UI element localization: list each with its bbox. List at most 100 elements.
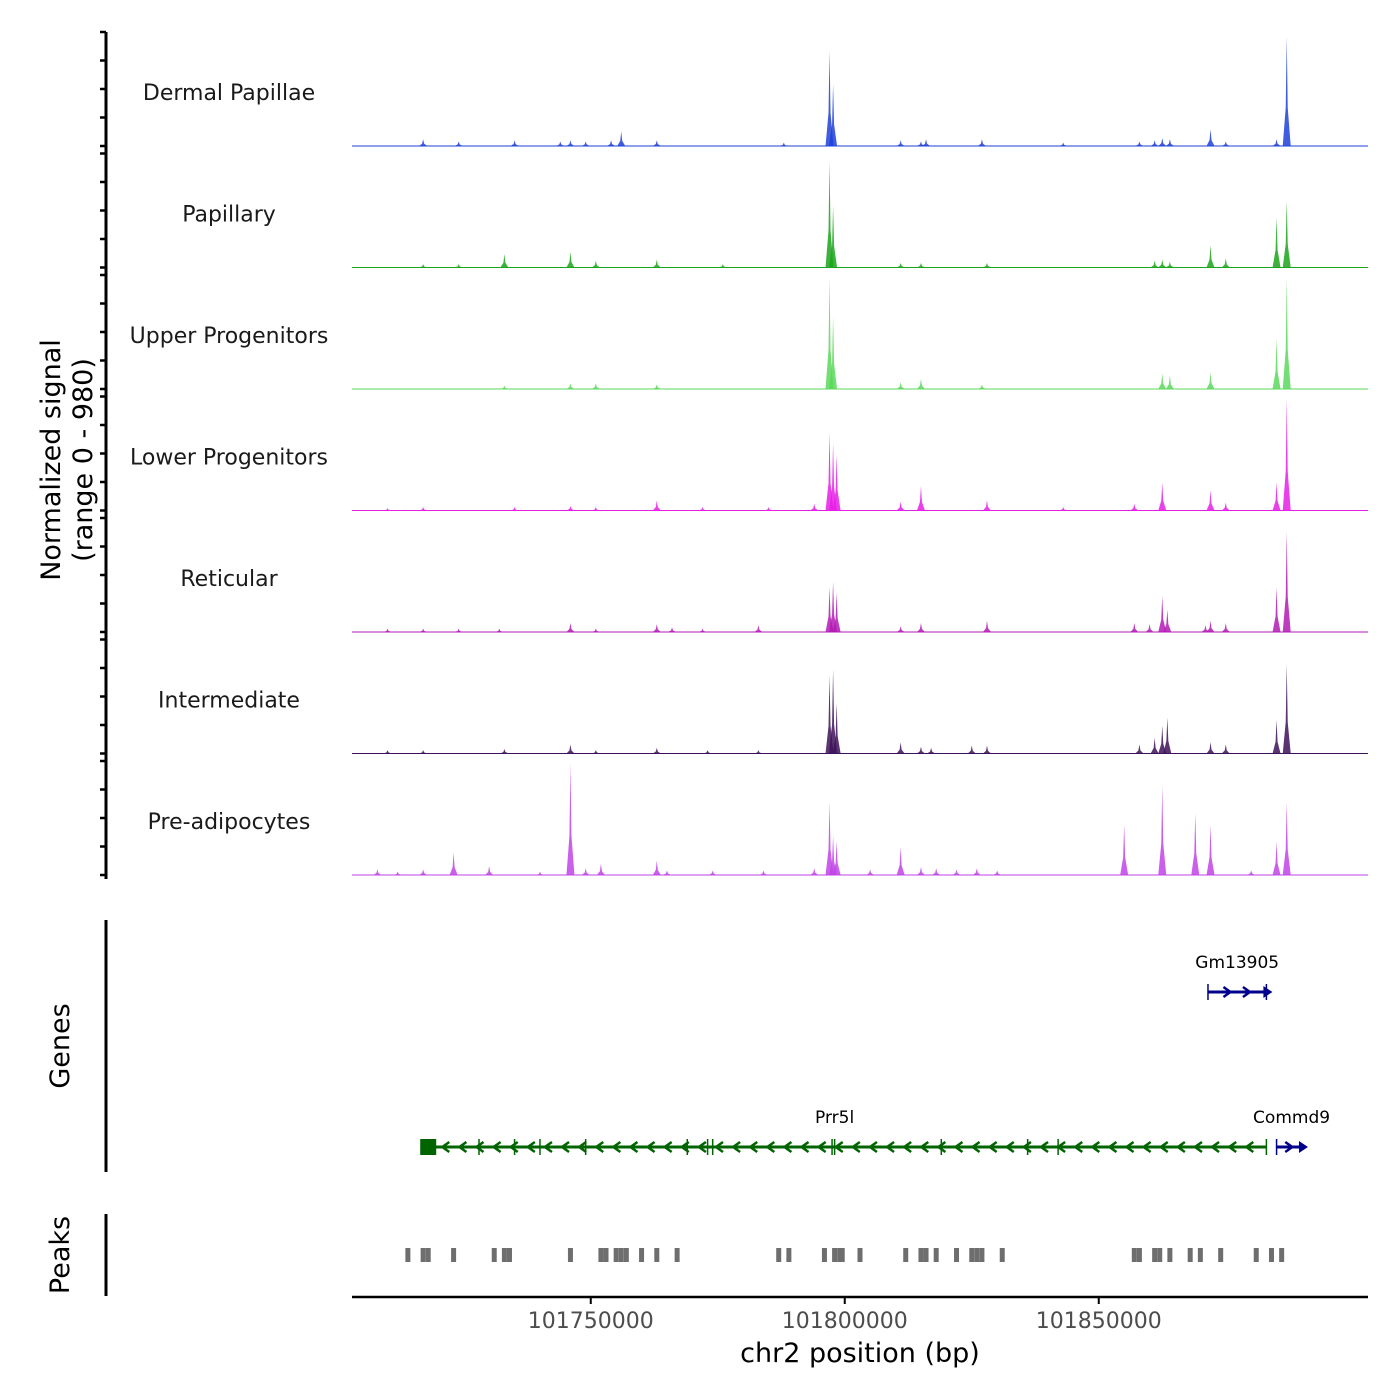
signal-peak	[896, 626, 905, 632]
strand-arrow	[867, 1140, 878, 1154]
peak-region	[821, 1248, 827, 1262]
y-axis-label-line: (range 0 - 980)	[68, 358, 99, 562]
peak-region	[776, 1248, 782, 1262]
signal-peak	[932, 868, 941, 875]
signal-peak	[510, 140, 519, 146]
signal-peak	[454, 141, 463, 146]
strand-arrow	[440, 1140, 451, 1154]
strand-arrow	[611, 1140, 622, 1154]
strand-arrow	[919, 1140, 930, 1154]
signal-peak	[617, 131, 626, 146]
signal-peak	[916, 867, 925, 875]
signal-peak	[419, 750, 428, 754]
track-label: Papillary	[182, 203, 276, 228]
strand-arrow	[696, 1140, 707, 1154]
signal-peak	[1206, 490, 1215, 511]
signal-peak	[825, 161, 834, 268]
signal-peak	[1206, 245, 1215, 268]
signal-peak	[927, 747, 936, 754]
signal-peak	[825, 587, 834, 632]
strand-arrow	[594, 1140, 604, 1154]
signal-peak	[916, 485, 925, 511]
strand-arrow	[799, 1140, 810, 1154]
signal-peak	[1145, 624, 1154, 632]
signal-peak	[1059, 142, 1068, 146]
signal-peak	[1221, 623, 1230, 632]
signal-peak	[832, 841, 841, 875]
strand-arrow	[1073, 1140, 1083, 1154]
peak-region	[674, 1248, 680, 1262]
signal-peak	[983, 745, 991, 754]
signal-peak	[1059, 507, 1068, 511]
signal-peak	[1163, 717, 1172, 754]
signal-peak	[1282, 277, 1291, 389]
signal-peak	[566, 763, 575, 875]
signal-peak	[500, 254, 509, 268]
signal-track: Lower Progenitors	[130, 398, 1368, 511]
peak-region	[918, 1248, 924, 1262]
signal-peak	[896, 501, 905, 511]
strand-arrow	[970, 1140, 981, 1154]
signal-peak	[1165, 375, 1174, 389]
strand-arrow	[782, 1140, 793, 1154]
signal-track: Papillary	[182, 161, 1368, 268]
signal-peak	[896, 140, 905, 146]
signal-peak	[967, 745, 976, 754]
strand-arrow	[1192, 1140, 1203, 1154]
signal-peak	[1158, 596, 1167, 632]
signal-peak	[916, 263, 925, 268]
signal-peak	[566, 744, 575, 754]
signal-peak	[810, 503, 819, 511]
strand-arrow	[1222, 985, 1233, 999]
strand-arrow	[1038, 1140, 1049, 1154]
peak-region	[1187, 1248, 1193, 1262]
signal-peak	[485, 866, 494, 875]
track-label: Lower Progenitors	[130, 446, 328, 471]
strand-arrow	[1021, 1140, 1032, 1154]
peak-region	[639, 1248, 645, 1262]
peak-region	[837, 1248, 843, 1262]
signal-peak	[1221, 744, 1230, 754]
signal-peak	[1158, 138, 1167, 146]
signal-peak	[1282, 531, 1291, 632]
signal-peak	[1130, 503, 1139, 511]
signal-peak	[916, 141, 925, 146]
y-axis-label: Normalized signal(range 0 - 980)	[36, 339, 99, 581]
strand-arrow	[679, 1140, 690, 1154]
signal-peak	[825, 675, 834, 754]
peak-region	[618, 1248, 624, 1262]
signal-peak	[596, 863, 605, 875]
peak-region	[999, 1248, 1005, 1262]
signal-peak	[556, 141, 565, 146]
signal-peak	[1130, 623, 1139, 632]
peak-region	[603, 1248, 609, 1262]
signal-peak	[1272, 338, 1281, 389]
signal-peak	[896, 263, 905, 268]
signal-peak	[825, 277, 834, 389]
signal-peak	[510, 507, 519, 511]
signal-peak	[1165, 139, 1174, 146]
signal-peak	[983, 500, 991, 511]
signal-peak	[1191, 813, 1200, 875]
signal-peak	[1206, 620, 1215, 632]
signal-peak	[566, 623, 575, 632]
signal-peak	[566, 506, 575, 511]
peak-region	[506, 1248, 512, 1262]
signal-peak	[993, 870, 1002, 875]
signal-peak	[825, 50, 834, 146]
signal-peak	[652, 140, 661, 146]
signal-peak	[454, 628, 463, 632]
signal-peak	[652, 860, 661, 875]
signal-peak	[698, 628, 707, 632]
gene-prr5l: Prr5l	[420, 1108, 1268, 1155]
peak-region	[954, 1248, 960, 1262]
signal-peak	[829, 84, 838, 146]
signal-peak	[1120, 824, 1129, 875]
x-tick-label: 101850000	[1036, 1309, 1162, 1334]
peak-region	[501, 1248, 507, 1262]
signal-peak	[668, 627, 677, 632]
track-label: Upper Progenitors	[130, 324, 329, 349]
strand-arrow	[1004, 1140, 1015, 1154]
signal-peak	[1206, 742, 1215, 754]
signal-peak	[383, 750, 392, 754]
